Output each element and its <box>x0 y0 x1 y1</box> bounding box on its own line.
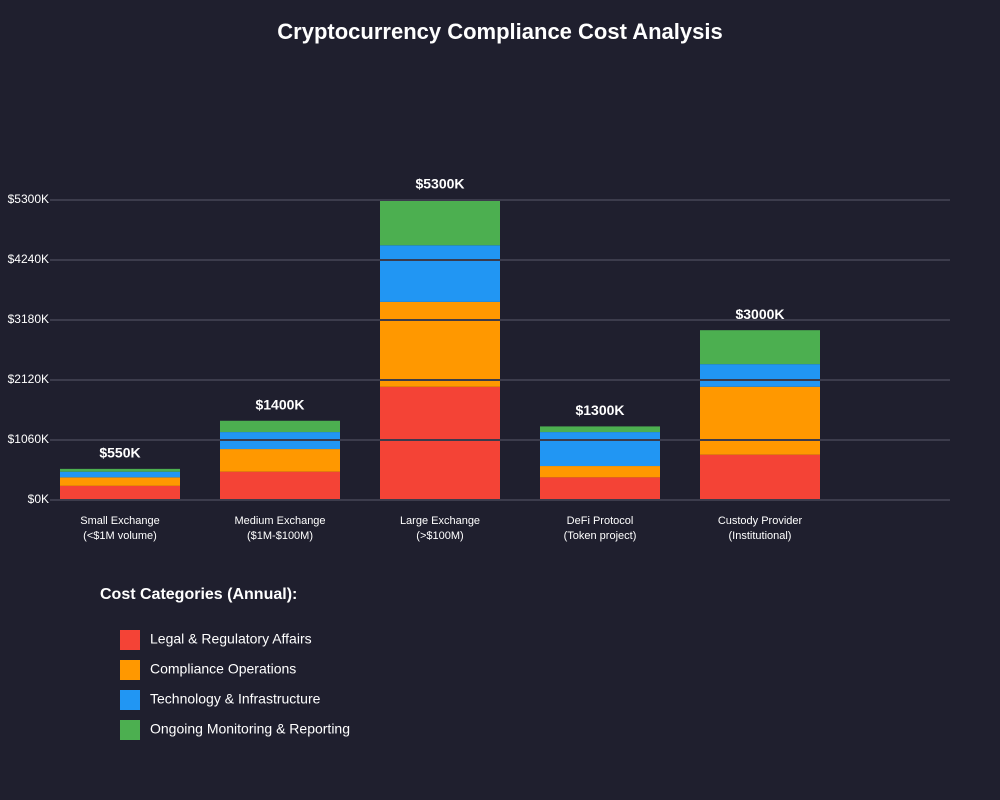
x-tick-label: (<$1M volume) <box>83 530 157 542</box>
x-tick-label: Large Exchange <box>400 515 480 527</box>
legend-swatch <box>120 720 140 740</box>
x-tick-label: ($1M-$100M) <box>247 530 313 542</box>
total-label: $1400K <box>255 396 304 412</box>
bar-segment <box>60 485 180 500</box>
total-label: $3000K <box>735 306 784 322</box>
bar-segment <box>700 454 820 500</box>
y-tick-label: $3180K <box>8 312 49 326</box>
x-tick-label: (>$100M) <box>416 530 463 542</box>
bar-segment <box>380 386 500 500</box>
bar-segment <box>540 466 660 478</box>
legend-swatch <box>120 660 140 680</box>
bar-segment <box>60 468 180 472</box>
x-tick-label: (Institutional) <box>729 530 792 542</box>
legend-label: Ongoing Monitoring & Reporting <box>150 721 350 737</box>
bar-segment <box>540 477 660 500</box>
legend-label: Technology & Infrastructure <box>150 691 321 707</box>
legend-swatch <box>120 630 140 650</box>
legend-swatch <box>120 690 140 710</box>
bar-segment <box>380 301 500 387</box>
bar-segment <box>220 471 340 500</box>
bar-segment <box>380 200 500 246</box>
y-tick-label: $1060K <box>8 432 49 446</box>
bar-segment <box>540 432 660 467</box>
bar-segment <box>220 420 340 433</box>
bar-segment <box>220 449 340 472</box>
bar-segment <box>60 471 180 478</box>
x-tick-label: (Token project) <box>564 530 637 542</box>
bar-segment <box>700 364 820 387</box>
x-tick-label: DeFi Protocol <box>567 515 634 527</box>
legend-label: Legal & Regulatory Affairs <box>150 631 312 647</box>
x-tick-label: Medium Exchange <box>234 515 325 527</box>
y-tick-label: $4240K <box>8 252 49 266</box>
y-tick-label: $5300K <box>8 192 49 206</box>
bar-segment <box>700 386 820 455</box>
total-label: $5300K <box>415 176 464 192</box>
chart-title: Cryptocurrency Compliance Cost Analysis <box>277 19 722 44</box>
legend-label: Compliance Operations <box>150 661 296 677</box>
bar-segment <box>60 477 180 486</box>
y-tick-label: $2120K <box>8 372 49 386</box>
x-tick-label: Custody Provider <box>718 515 803 527</box>
total-label: $1300K <box>575 402 624 418</box>
x-tick-label: Small Exchange <box>80 515 160 527</box>
legend-title: Cost Categories (Annual): <box>100 586 297 603</box>
bar-segment <box>380 245 500 302</box>
y-tick-label: $0K <box>28 492 49 506</box>
total-label: $550K <box>99 445 140 461</box>
bar-segment <box>700 330 820 365</box>
bar-segment <box>540 426 660 433</box>
